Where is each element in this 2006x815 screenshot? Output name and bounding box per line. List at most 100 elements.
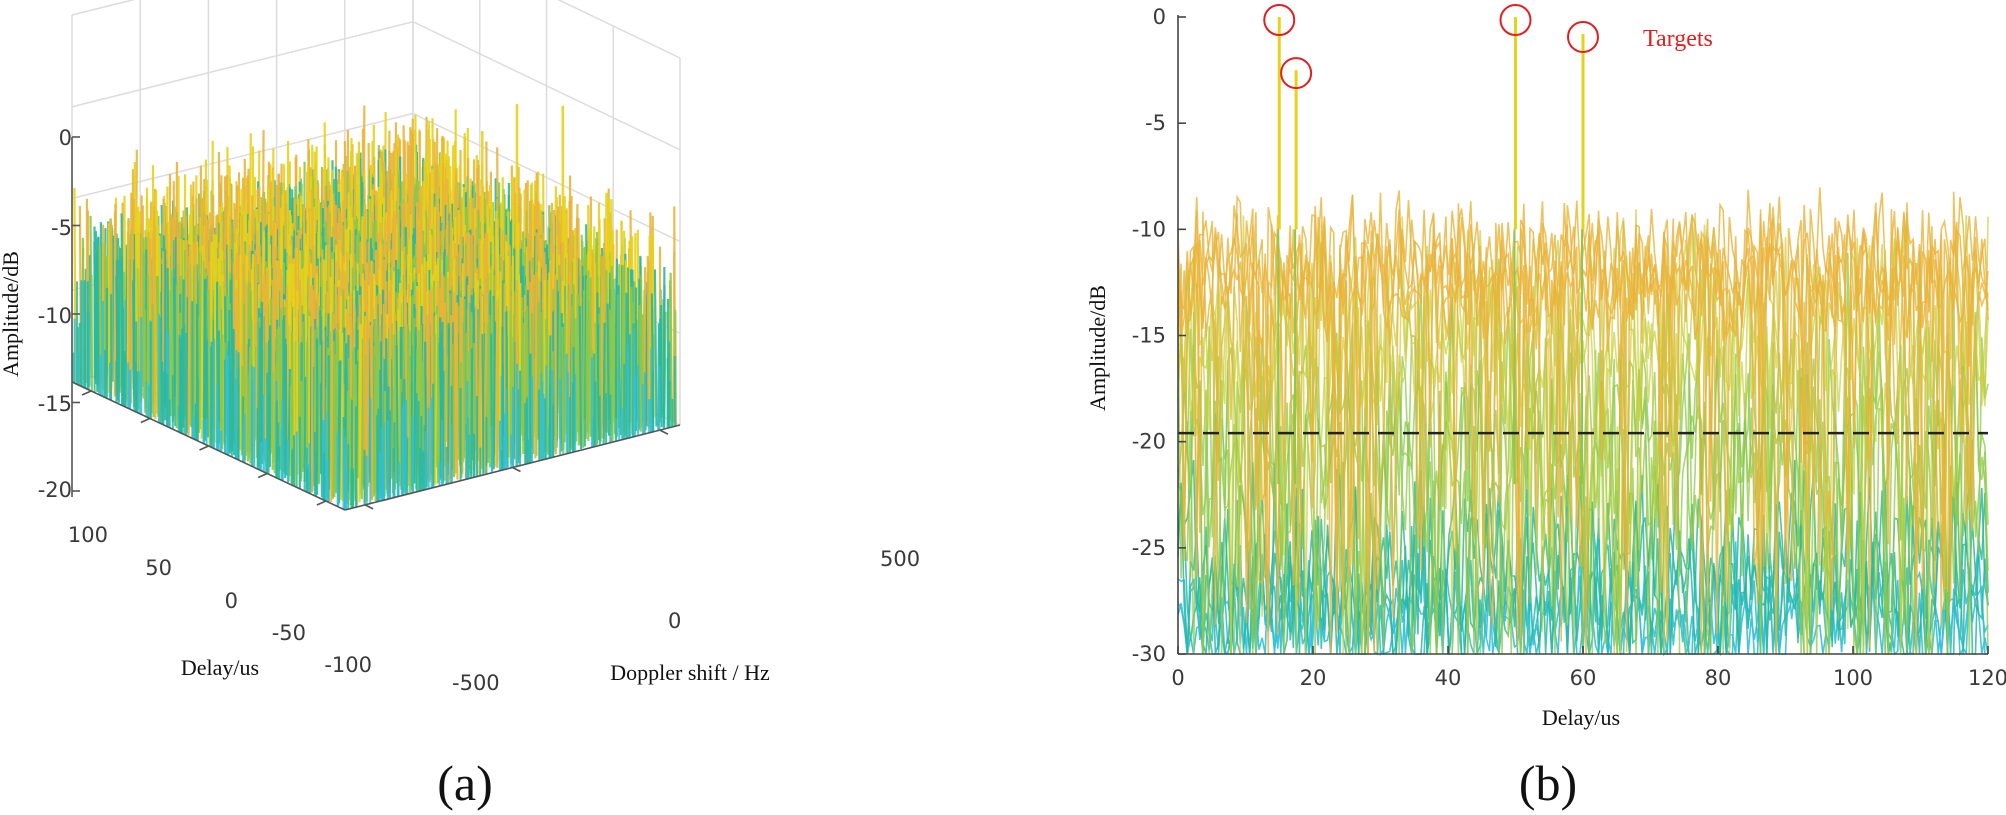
a-spike — [153, 222, 157, 419]
a-spike — [495, 300, 499, 468]
a-spike — [200, 245, 204, 439]
panel-b-line-chart: 0 -5 -10 -15 -20 -25 -30 0 20 40 60 80 100 120 Ampli… — [1085, 4, 2006, 730]
a-spike — [352, 348, 357, 502]
a-delay-tick-label: -50 — [272, 621, 306, 645]
a-doppler-tick-label: 500 — [880, 547, 920, 571]
a-spike — [492, 321, 496, 470]
a-spike — [581, 290, 586, 448]
a-spike — [132, 280, 136, 408]
a-spike — [285, 287, 289, 464]
a-doppler-tick-label: -500 — [452, 671, 500, 695]
a-spike — [470, 348, 474, 479]
a-spike — [534, 272, 538, 459]
a-spike — [319, 383, 324, 498]
a-spike — [434, 314, 438, 485]
a-grid-line — [557, 0, 681, 59]
a-delay-tick-label: 0 — [225, 589, 238, 613]
a-doppler-tick — [512, 466, 521, 473]
target-circle — [1263, 4, 1296, 36]
a-spike — [330, 325, 334, 502]
a-spike — [142, 237, 146, 399]
a-spike — [301, 321, 305, 469]
b-y-tick-label: -15 — [1132, 324, 1166, 348]
a-delay-tick-label: 100 — [68, 523, 108, 547]
a-delay-tick — [81, 390, 92, 396]
a-spike — [611, 278, 615, 443]
panel-b-traces — [1177, 17, 1989, 657]
a-spike — [207, 289, 211, 447]
a-ztick-label: 0 — [59, 126, 72, 150]
a-spike — [578, 305, 583, 450]
a-spike — [172, 277, 177, 427]
a-delay-tick — [316, 500, 327, 506]
b-x-tick-label: 100 — [1833, 666, 1873, 690]
a-spike — [97, 237, 101, 394]
a-spike — [561, 326, 565, 455]
a-spike — [202, 280, 206, 444]
a-spike — [115, 276, 119, 401]
b-trace — [1177, 196, 1989, 655]
b-x-tick-label: 60 — [1570, 666, 1597, 690]
a-spike — [585, 279, 589, 439]
a-spike — [486, 324, 490, 463]
a-spike — [373, 345, 377, 502]
target-markers — [1263, 4, 1599, 90]
a-spike — [478, 288, 482, 476]
a-spike — [546, 329, 550, 455]
a-ztick-label: -15 — [38, 392, 72, 416]
target-circle — [1280, 57, 1313, 90]
a-spike — [228, 309, 232, 454]
b-y-tick-label: -5 — [1145, 111, 1166, 135]
a-grid-line — [71, 0, 136, 16]
panel-a-surface — [72, 104, 677, 510]
a-spike — [151, 303, 155, 418]
a-doppler-tick-label: 0 — [668, 609, 681, 633]
panel-a-3d-surface: 0 -5 -10 -15 -20 100 50 0 -50 -100 500 0… — [0, 0, 920, 695]
b-ylabel: Amplitude/dB — [1085, 285, 1110, 411]
a-delay-tick — [257, 472, 268, 479]
a-delay-tick-label: -100 — [324, 653, 372, 677]
a-spike — [397, 308, 401, 482]
a-spike — [436, 334, 440, 484]
a-spike — [447, 327, 451, 476]
a-spike — [413, 327, 417, 484]
a-delay-tick — [199, 445, 209, 451]
a-delay-tick-label: 50 — [145, 556, 172, 580]
b-y-tick-label: 0 — [1153, 5, 1166, 29]
a-spike — [563, 314, 567, 443]
a-spike — [646, 256, 650, 428]
a-doppler-tick — [659, 429, 669, 435]
panel-b-y-ticks: 0 -5 -10 -15 -20 -25 -30 — [1132, 5, 1186, 666]
a-spike — [455, 303, 459, 480]
panel-b-x-ticks: 0 20 40 60 80 100 120 — [1171, 646, 2006, 690]
a-ztick-label: -5 — [51, 216, 72, 240]
b-x-tick-label: 120 — [1968, 666, 2006, 690]
a-spike — [439, 332, 443, 480]
a-spike — [506, 255, 510, 458]
b-y-tick-label: -25 — [1132, 536, 1166, 560]
a-spike — [659, 305, 663, 428]
targets-annotation: Targets — [1643, 26, 1713, 52]
a-spike — [602, 322, 606, 445]
b-y-tick-label: -30 — [1132, 642, 1166, 666]
a-spike — [443, 303, 447, 481]
b-y-tick-label: -20 — [1132, 430, 1166, 454]
a-spike — [245, 284, 248, 456]
a-spike — [451, 343, 456, 478]
a-delay-tick — [140, 417, 151, 424]
a-spike — [520, 297, 524, 436]
a-ylabel: Delay/us — [181, 655, 259, 680]
a-xlabel: Doppler shift / Hz — [610, 660, 770, 685]
b-x-tick-label: 80 — [1705, 666, 1732, 690]
target-circle — [1499, 4, 1532, 36]
a-spike — [605, 269, 609, 433]
b-x-tick-label: 0 — [1171, 666, 1184, 690]
b-x-tick-label: 40 — [1435, 666, 1462, 690]
b-y-tick-label: -10 — [1132, 217, 1166, 241]
a-spike — [570, 306, 574, 450]
a-spike — [130, 198, 134, 404]
a-spike — [117, 247, 122, 403]
b-xlabel: Delay/us — [1542, 705, 1620, 730]
a-spike — [94, 231, 99, 392]
